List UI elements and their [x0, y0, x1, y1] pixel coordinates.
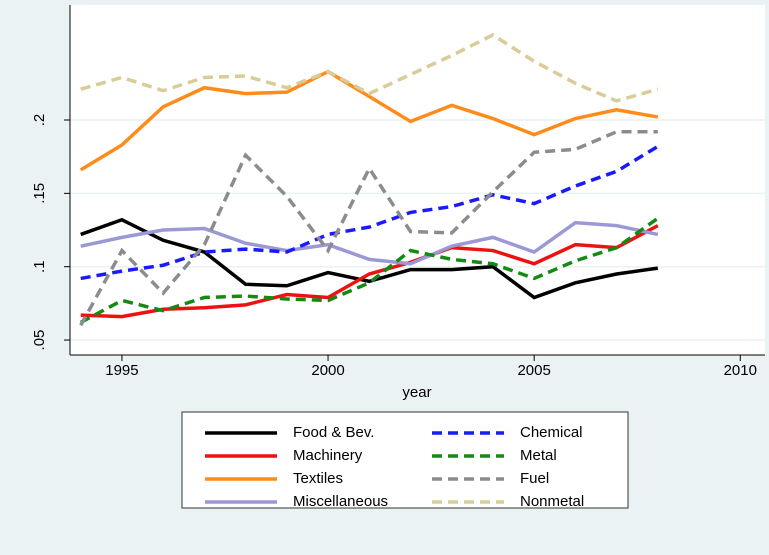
legend-label: Textiles	[293, 470, 343, 487]
legend-label: Food & Bev.	[293, 424, 374, 441]
y-tick-label: .15	[31, 183, 48, 204]
x-axis-label: year	[402, 384, 431, 401]
legend-label: Fuel	[520, 470, 549, 487]
series-line	[79, 69, 659, 172]
legend-label: Machinery	[293, 447, 363, 464]
series-line	[79, 129, 658, 327]
legend-label: Chemical	[520, 424, 583, 441]
x-tick-label: 2010	[724, 362, 757, 379]
x-tick-label: 1995	[105, 362, 138, 379]
series-line	[80, 32, 659, 103]
y-tick-label: .05	[31, 330, 48, 351]
x-tick-label: 2000	[311, 362, 344, 379]
x-tick-label: 2005	[517, 362, 550, 379]
series-line	[80, 217, 659, 300]
series-line	[80, 220, 659, 266]
plot-area	[70, 5, 765, 355]
legend	[181, 411, 629, 509]
series-line	[80, 144, 659, 281]
series-line	[80, 224, 659, 319]
y-tick-label: .1	[31, 260, 48, 273]
legend-label: Metal	[520, 447, 557, 464]
legend-label: Nonmetal	[520, 493, 584, 510]
legend-label: Miscellaneous	[293, 493, 388, 510]
y-tick-label: .2	[31, 114, 48, 127]
series-line	[79, 216, 659, 324]
